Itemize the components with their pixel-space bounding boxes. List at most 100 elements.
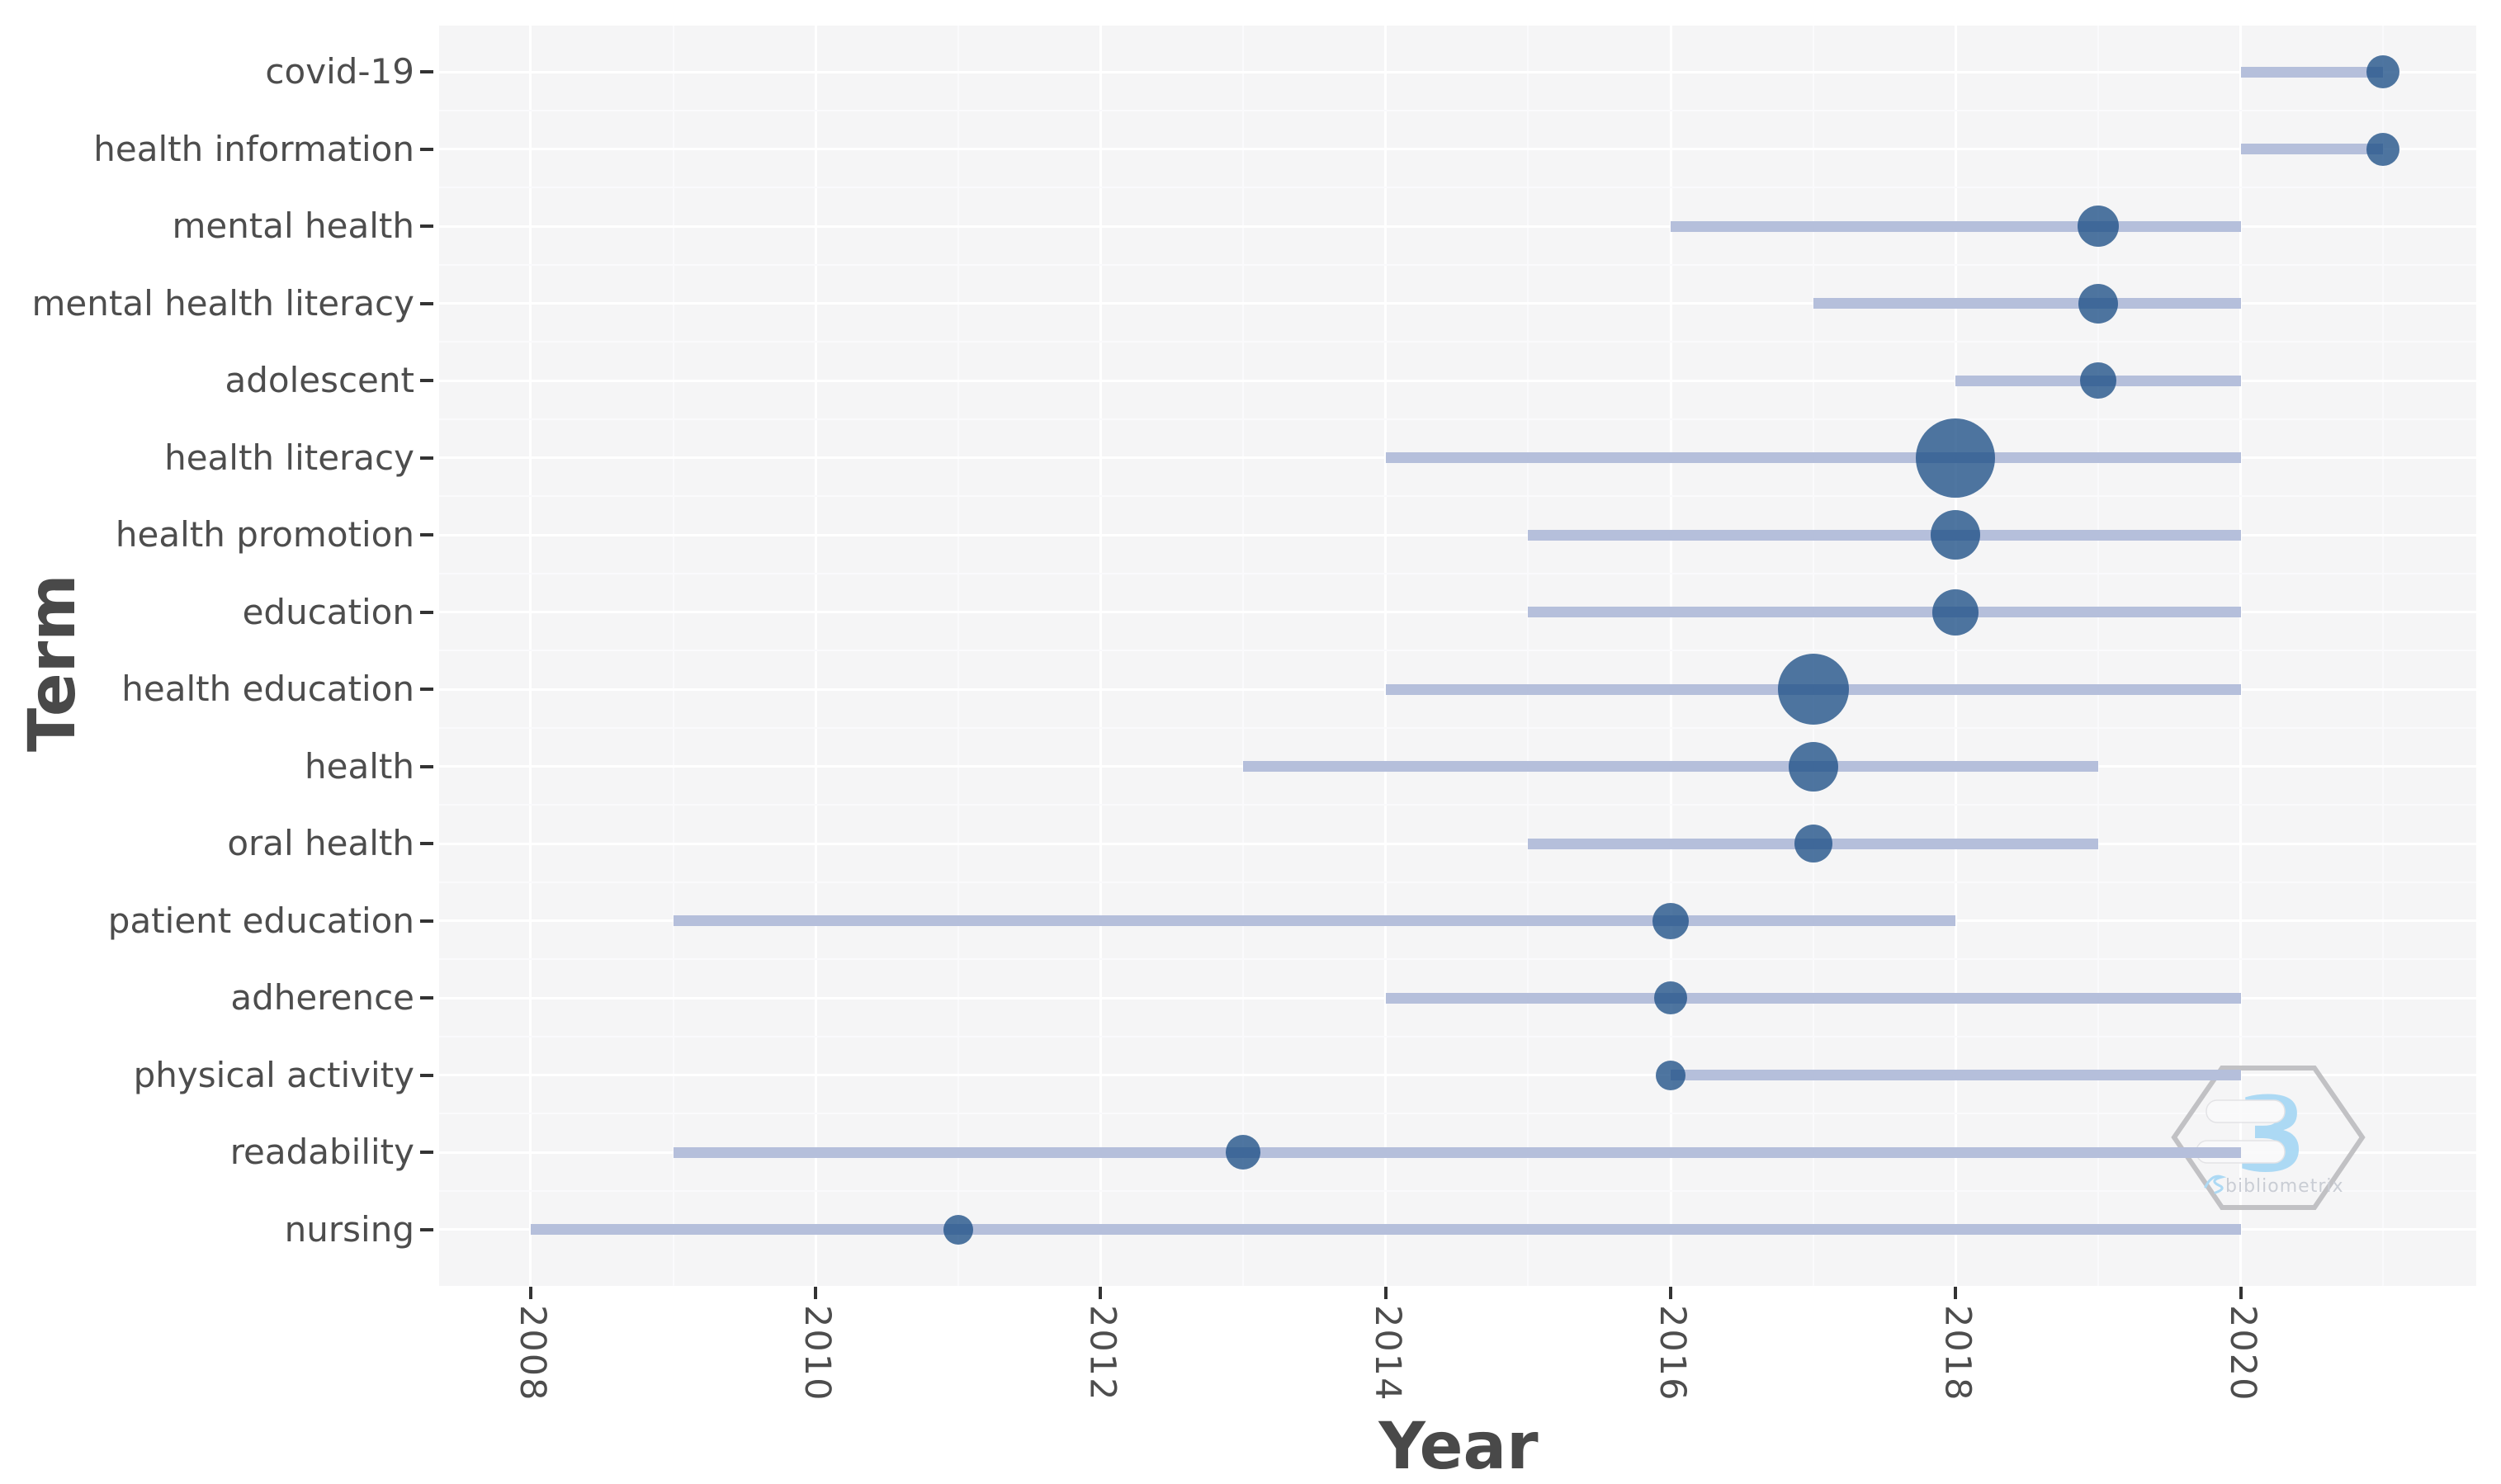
range-line-education <box>1528 607 2241 617</box>
bubble-mental-health <box>2078 206 2120 247</box>
y-axis-label-nursing: nursing <box>284 1208 414 1250</box>
range-line-health-information <box>2240 144 2384 154</box>
gridline-y-mental-health-literacy <box>439 302 2476 305</box>
gridline-y-minor-1 <box>439 187 2476 189</box>
range-line-mental-health-literacy <box>1813 298 2241 309</box>
gridline-y-mental-health <box>439 224 2476 228</box>
y-tick-mark-adherence <box>420 996 433 1000</box>
bubble-physical-activity <box>1656 1060 1686 1090</box>
bubble-health-promotion <box>1931 510 1981 560</box>
gridline-y-minor-5 <box>439 495 2476 498</box>
x-tick-mark-2010 <box>814 1287 818 1299</box>
x-tick-mark-2014 <box>1383 1287 1388 1299</box>
range-line-physical-activity <box>1671 1070 2241 1080</box>
y-axis-label-covid-19: covid-19 <box>265 51 414 92</box>
gridline-y-education <box>439 611 2476 613</box>
plot-panel: 3 bibliometrix <box>439 26 2476 1286</box>
x-tick-mark-2012 <box>1099 1287 1103 1299</box>
gridline-y-minor-0 <box>439 109 2476 111</box>
gridline-x-2010 <box>814 26 817 1286</box>
range-line-adherence <box>1385 992 2241 1004</box>
x-tick-label-2016: 2016 <box>1652 1305 1694 1402</box>
range-line-nursing <box>530 1224 2241 1235</box>
bubble-adherence <box>1654 981 1688 1014</box>
bubble-health-education <box>1777 654 1849 725</box>
gridline-x-minor-2021 <box>2382 26 2385 1286</box>
y-tick-mark-oral-health <box>420 842 433 845</box>
bibliometrix-logo: 3 bibliometrix <box>2171 1066 2366 1210</box>
logo-b-glyph: 3 <box>2235 1075 2307 1195</box>
y-tick-mark-health <box>420 764 433 768</box>
gridline-y-minor-6 <box>439 572 2476 574</box>
gridline-x-2018 <box>1954 26 1957 1286</box>
x-tick-label-2018: 2018 <box>1936 1305 1979 1402</box>
x-tick-label-2012: 2012 <box>1081 1305 1123 1402</box>
y-tick-mark-health-promotion <box>420 533 433 536</box>
y-tick-mark-adolescent <box>420 379 433 382</box>
y-axis-label-health-literacy: health literacy <box>164 437 414 478</box>
x-tick-mark-2018 <box>1954 1287 1958 1299</box>
y-axis-label-readability: readability <box>229 1132 414 1172</box>
range-line-mental-health <box>1671 220 2241 232</box>
x-tick-mark-2020 <box>2239 1287 2243 1299</box>
bubble-health-literacy <box>1916 418 1996 498</box>
y-axis-label-health-information: health information <box>93 128 414 169</box>
y-axis-label-mental-health-literacy: mental health literacy <box>31 282 415 324</box>
y-axis-label-oral-health: oral health <box>227 823 414 863</box>
range-line-patient-education <box>673 915 1956 926</box>
range-line-health <box>1243 761 2099 772</box>
bubble-oral-health <box>1794 825 1832 863</box>
y-tick-mark-physical-activity <box>420 1073 433 1077</box>
gridline-x-minor-2009 <box>672 26 674 1286</box>
gridline-y-minor-7 <box>439 650 2476 652</box>
bubble-patient-education <box>1652 902 1690 939</box>
bubble-mental-health-literacy <box>2078 283 2119 324</box>
gridline-y-minor-9 <box>439 804 2476 806</box>
bubble-adolescent <box>2080 362 2117 399</box>
gridline-y-minor-4 <box>439 418 2476 420</box>
gridline-y-minor-2 <box>439 263 2476 266</box>
y-axis-label-patient-education: patient education <box>107 900 414 941</box>
y-axis-label-health-education: health education <box>121 669 414 709</box>
gridline-x-2012 <box>1099 26 1102 1286</box>
gridline-x-2020 <box>2239 26 2243 1286</box>
range-line-health-literacy <box>1385 452 2241 463</box>
y-tick-mark-nursing <box>420 1227 433 1231</box>
gridline-y-oral-health <box>439 842 2476 845</box>
x-tick-mark-2016 <box>1669 1287 1673 1299</box>
x-axis-title: Year <box>1378 1410 1539 1484</box>
gridline-y-minor-13 <box>439 1113 2476 1115</box>
x-tick-mark-2008 <box>528 1287 532 1299</box>
y-axis-title: Term <box>16 574 90 753</box>
y-tick-mark-education <box>420 610 433 614</box>
y-axis-label-adolescent: adolescent <box>225 360 414 400</box>
gridline-y-minor-12 <box>439 1035 2476 1037</box>
x-tick-label-2008: 2008 <box>511 1305 553 1402</box>
gridline-x-2008 <box>529 26 532 1286</box>
x-tick-label-2010: 2010 <box>797 1305 839 1402</box>
gridline-y-covid-19 <box>439 70 2476 73</box>
y-axis-label-mental-health: mental health <box>172 206 414 246</box>
bubble-education <box>1932 588 1979 636</box>
x-tick-label-2020: 2020 <box>2221 1305 2263 1402</box>
y-tick-mark-readability <box>420 1151 433 1154</box>
gridline-y-minor-10 <box>439 881 2476 883</box>
x-tick-label-2014: 2014 <box>1366 1305 1408 1402</box>
bubble-health <box>1788 741 1838 792</box>
bubble-covid-19 <box>2366 55 2400 88</box>
y-axis-label-physical-activity: physical activity <box>133 1054 414 1095</box>
gridline-x-minor-2015 <box>1527 26 1529 1286</box>
gridline-x-minor-2011 <box>957 26 959 1286</box>
gridline-x-2014 <box>1384 26 1388 1286</box>
y-axis-label-health: health <box>305 745 414 787</box>
y-tick-mark-mental-health <box>420 224 433 228</box>
bubble-readability <box>1226 1135 1261 1170</box>
y-axis-label-education: education <box>242 591 414 632</box>
y-tick-mark-health-education <box>420 688 433 691</box>
y-axis-label-adherence: adherence <box>230 977 414 1018</box>
gridline-y-minor-11 <box>439 958 2476 961</box>
gridline-y-minor-14 <box>439 1189 2476 1192</box>
range-line-readability <box>673 1146 2241 1158</box>
y-tick-mark-patient-education <box>420 919 433 923</box>
